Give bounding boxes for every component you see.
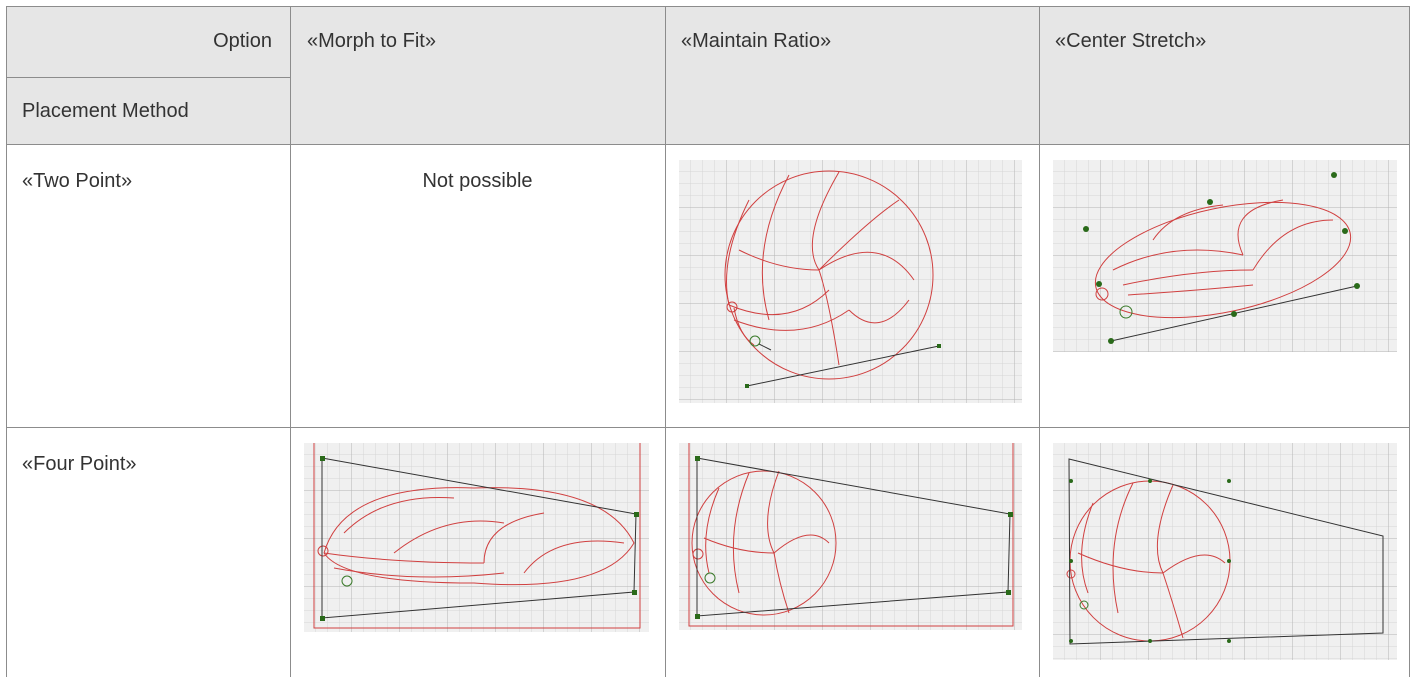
illustration bbox=[679, 443, 1022, 630]
illustration bbox=[1053, 160, 1397, 352]
border bbox=[6, 6, 7, 677]
border bbox=[6, 427, 1410, 428]
border bbox=[1409, 6, 1410, 677]
border bbox=[6, 144, 1410, 145]
row-label: «Two Point» bbox=[22, 170, 133, 192]
header-option: Option bbox=[213, 30, 272, 52]
column-header: «Morph to Fit» bbox=[307, 30, 436, 52]
cell-text: Not possible bbox=[422, 170, 533, 192]
row-label: «Four Point» bbox=[22, 453, 137, 475]
illustration bbox=[304, 443, 649, 632]
border bbox=[1039, 6, 1040, 677]
header-placement: Placement Method bbox=[22, 100, 189, 122]
border bbox=[6, 6, 1410, 7]
column-header: «Center Stretch» bbox=[1055, 30, 1207, 52]
illustration bbox=[1053, 443, 1397, 660]
illustration bbox=[679, 160, 1022, 403]
border bbox=[6, 77, 290, 78]
border bbox=[290, 6, 291, 677]
border bbox=[665, 6, 666, 677]
header-bg bbox=[6, 6, 1410, 144]
column-header: «Maintain Ratio» bbox=[681, 30, 832, 52]
